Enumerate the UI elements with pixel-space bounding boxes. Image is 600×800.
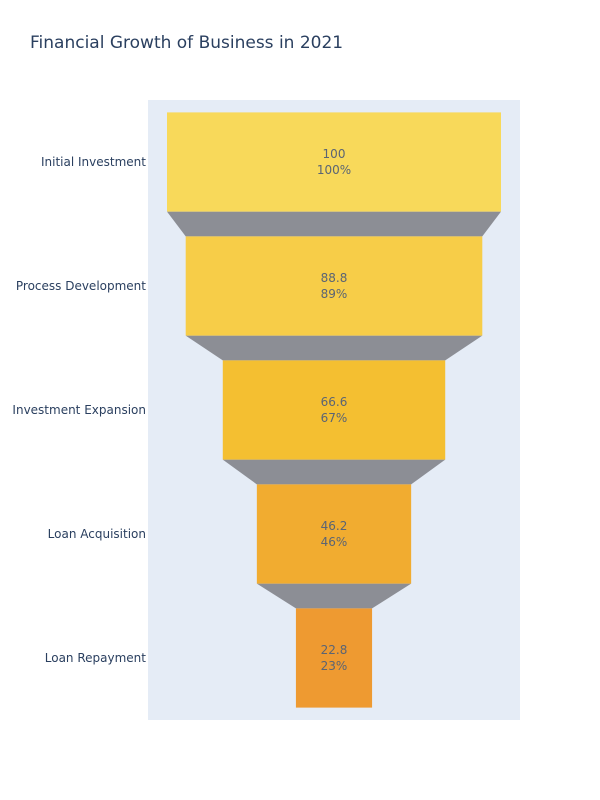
funnel-connector xyxy=(167,211,501,237)
funnel-bar xyxy=(185,236,483,336)
stage-labels: Initial Investment Process Development Inv… xyxy=(12,155,146,665)
value-label: 66.6 xyxy=(321,395,348,409)
value-label: 22.8 xyxy=(321,643,348,657)
percent-label: 100% xyxy=(317,163,351,177)
stage-label: Process Development xyxy=(16,279,146,293)
data-labels: 100 100% 88.8 89% 66.6 67% 46.2 46% 22.8 23% xyxy=(317,147,351,673)
stage-label: Loan Repayment xyxy=(45,651,147,665)
funnel-bars xyxy=(167,112,501,708)
funnel-bar xyxy=(167,112,501,212)
value-label: 88.8 xyxy=(321,271,348,285)
percent-label: 46% xyxy=(321,535,348,549)
funnel-connector xyxy=(185,335,483,361)
stage-label: Investment Expansion xyxy=(12,403,146,417)
value-label: 100 xyxy=(323,147,346,161)
funnel-bar xyxy=(256,484,412,584)
funnel-bar xyxy=(295,608,373,708)
funnel-connector xyxy=(256,583,412,609)
percent-label: 89% xyxy=(321,287,348,301)
funnel-bar xyxy=(222,360,446,460)
stage-label: Loan Acquisition xyxy=(48,527,146,541)
value-label: 46.2 xyxy=(321,519,348,533)
chart-title: Financial Growth of Business in 2021 xyxy=(30,33,344,53)
percent-label: 23% xyxy=(321,659,348,673)
funnel-connectors xyxy=(167,211,501,609)
percent-label: 67% xyxy=(321,411,348,425)
funnel-connector xyxy=(222,459,446,485)
stage-label: Initial Investment xyxy=(41,155,146,169)
